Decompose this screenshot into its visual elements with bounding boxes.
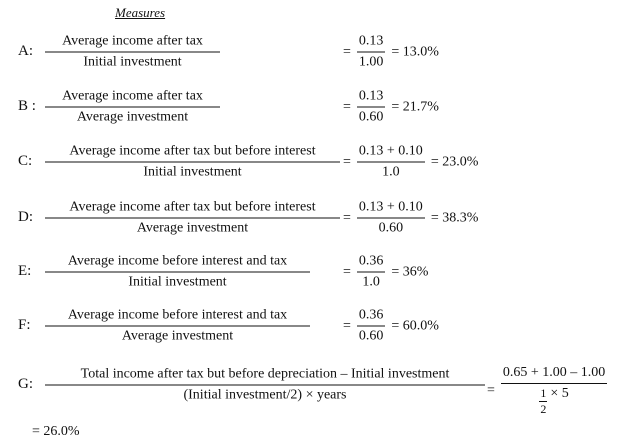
formula-numerator: Average income after tax but before inte… — [45, 200, 340, 219]
row-label: F: — [18, 317, 31, 333]
equals-sign: = — [343, 210, 351, 225]
formula-numerator: Average income after tax — [45, 34, 220, 53]
value-fraction-denominator: 1 2 × 5 — [539, 384, 569, 417]
value-block: = 0.13 + 0.10 1.0 = 23.0% — [343, 144, 478, 181]
formula: Total income after tax but before deprec… — [45, 367, 485, 404]
equals-sign: = — [343, 99, 351, 114]
formula-denominator: Average investment — [136, 220, 249, 236]
row-label: A: — [18, 43, 33, 59]
result: = 26.0% — [32, 424, 80, 439]
row-label: G: — [18, 376, 33, 392]
value-fraction-numerator: 0.65 + 1.00 – 1.00 — [500, 365, 608, 384]
value-fraction-denominator: 1.0 — [362, 274, 380, 290]
result: = 38.3% — [430, 210, 479, 225]
multiplier: × 5 — [550, 386, 569, 401]
result: = 13.0% — [391, 44, 439, 59]
value-fraction: 0.13 0.60 — [356, 89, 386, 126]
row-label: C: — [18, 153, 33, 169]
value-fraction-denominator: 1.0 — [382, 164, 400, 180]
heading: Measures — [115, 5, 166, 20]
formula-numerator: Average income before interest and tax — [45, 254, 310, 273]
formula-numerator: Total income after tax but before deprec… — [45, 367, 485, 386]
value-fraction-denominator: 0.60 — [378, 220, 404, 236]
value-fraction: 0.65 + 1.00 – 1.00 1 2 × 5 — [500, 365, 608, 417]
result: = 36% — [391, 264, 429, 279]
value-fraction: 0.36 0.60 — [356, 308, 386, 345]
value-block: = 0.36 0.60 = 60.0% — [343, 308, 439, 345]
formula-numerator: Average income before interest and tax — [45, 308, 310, 327]
value-fraction-numerator: 0.13 — [356, 34, 386, 53]
result: = 21.7% — [391, 99, 439, 114]
value-block: = 0.65 + 1.00 – 1.00 1 2 × 5 — [487, 365, 608, 417]
equals-sign: = — [343, 318, 351, 333]
result: = 60.0% — [391, 318, 439, 333]
value-block: = 0.13 1.00 = 13.0% — [343, 34, 439, 71]
value-fraction: 0.36 1.0 — [356, 254, 386, 291]
equals-sign: = — [343, 264, 351, 279]
formula-denominator: Initial investment — [143, 164, 242, 180]
result: = 23.0% — [430, 154, 479, 169]
half-denominator: 2 — [540, 402, 547, 416]
value-fraction-numerator: 0.36 — [356, 308, 386, 327]
formula-numerator: Average income after tax but before inte… — [45, 144, 340, 163]
formula: Average income after tax Initial investme… — [45, 34, 220, 71]
value-fraction-denominator: 0.60 — [358, 328, 384, 344]
value-fraction: 0.13 + 0.10 1.0 — [356, 144, 425, 181]
formula: Average income after tax but before inte… — [45, 144, 340, 181]
value-fraction-numerator: 0.13 + 0.10 — [356, 144, 425, 163]
value-fraction: 0.13 1.00 — [356, 34, 386, 71]
formula-denominator: Average investment — [121, 328, 234, 344]
formula-denominator: Initial investment — [128, 274, 227, 290]
formula-denominator: Initial investment — [83, 54, 182, 70]
value-fraction-denominator: 1.00 — [358, 54, 384, 70]
value-fraction-denominator: 0.60 — [358, 109, 384, 125]
value-fraction: 0.13 + 0.10 0.60 — [356, 200, 425, 237]
row-label: D: — [18, 209, 33, 225]
value-fraction-numerator: 0.13 + 0.10 — [356, 200, 425, 219]
equals-sign: = — [343, 44, 351, 59]
formula-denominator: Average investment — [76, 109, 189, 125]
value-block: = 0.36 1.0 = 36% — [343, 254, 428, 291]
formula: Average income after tax but before inte… — [45, 200, 340, 237]
row-label: B : — [18, 98, 36, 114]
equals-sign: = — [343, 154, 351, 169]
value-fraction-numerator: 0.13 — [356, 89, 386, 108]
formula-denominator: (Initial investment/2) × years — [183, 387, 347, 403]
formula: Average income before interest and tax In… — [45, 254, 310, 291]
formula: Average income before interest and tax Av… — [45, 308, 310, 345]
equals-sign: = — [487, 383, 495, 398]
value-fraction-numerator: 0.36 — [356, 254, 386, 273]
formula-numerator: Average income after tax — [45, 89, 220, 108]
value-block: = 0.13 + 0.10 0.60 = 38.3% — [343, 200, 478, 237]
value-block: = 0.13 0.60 = 21.7% — [343, 89, 439, 126]
formula: Average income after tax Average investme… — [45, 89, 220, 126]
row-label: E: — [18, 263, 32, 279]
half-numerator: 1 — [539, 386, 548, 402]
